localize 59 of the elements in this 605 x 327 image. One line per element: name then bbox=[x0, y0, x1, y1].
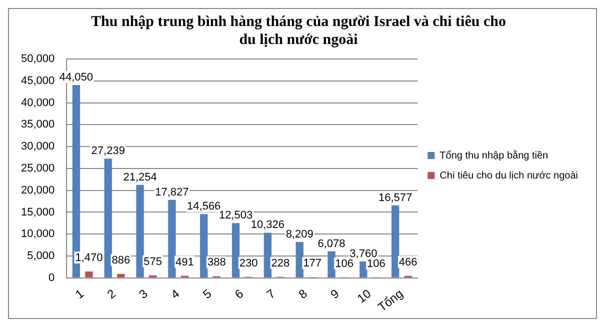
data-label: 388 bbox=[207, 256, 226, 269]
data-label: 1,470 bbox=[75, 252, 103, 264]
data-label: 575 bbox=[144, 256, 162, 268]
data-label: 228 bbox=[271, 257, 290, 270]
y-tick-label: 0 bbox=[48, 272, 55, 284]
bar bbox=[232, 223, 240, 278]
x-tick-label: 7 bbox=[264, 286, 278, 302]
bar bbox=[104, 158, 112, 278]
data-label: 177 bbox=[303, 258, 322, 270]
x-tick-label: 9 bbox=[328, 286, 342, 302]
x-tick-label: 5 bbox=[200, 286, 214, 302]
bar bbox=[117, 274, 125, 278]
bar bbox=[392, 205, 400, 278]
data-label: 14,566 bbox=[187, 200, 221, 213]
bar bbox=[85, 271, 93, 278]
bar bbox=[296, 242, 304, 278]
bar bbox=[360, 261, 368, 278]
x-tick-label: 4 bbox=[168, 286, 182, 302]
data-label: 21,254 bbox=[123, 171, 157, 184]
x-tick-label: 1 bbox=[72, 286, 87, 302]
data-label: 12,503 bbox=[218, 210, 253, 222]
bar bbox=[168, 200, 176, 278]
x-tick-label: 8 bbox=[296, 286, 310, 302]
x-tick-label: Tổng bbox=[375, 286, 406, 314]
data-label: 106 bbox=[335, 258, 354, 270]
data-label: 6,078 bbox=[318, 238, 346, 250]
y-tick-label: 25,000 bbox=[20, 162, 55, 174]
y-tick-label: 10,000 bbox=[20, 228, 55, 240]
bar bbox=[136, 184, 144, 278]
y-tick-label: 40,000 bbox=[20, 96, 55, 109]
data-label: 230 bbox=[239, 257, 258, 270]
legend-label: Tổng thu nhập bằng tiền bbox=[440, 149, 548, 162]
y-tick-label: 50,000 bbox=[20, 53, 55, 66]
data-label: 3,760 bbox=[350, 248, 378, 260]
x-tick-label: 2 bbox=[104, 286, 119, 302]
data-label: 491 bbox=[176, 256, 194, 268]
legend-label: Chi tiêu cho du lịch nước ngoài bbox=[440, 170, 578, 182]
data-label: 16,577 bbox=[378, 192, 412, 204]
y-tick-label: 15,000 bbox=[20, 206, 55, 218]
y-tick-label: 45,000 bbox=[20, 74, 55, 87]
data-label: 8,209 bbox=[286, 228, 314, 240]
data-label: 466 bbox=[398, 256, 418, 268]
data-label: 886 bbox=[112, 254, 130, 267]
x-tick-label: 10 bbox=[354, 286, 374, 306]
data-label: 44,050 bbox=[59, 72, 94, 84]
y-tick-label: 20,000 bbox=[20, 184, 55, 196]
x-tick-label: 3 bbox=[136, 286, 151, 302]
chart-title: Thu nhập trung bình hàng tháng của người Israel và chi tiêu cho du lịch nước ngoài bbox=[91, 14, 506, 48]
bar bbox=[328, 251, 336, 278]
y-tick-label: 5,000 bbox=[27, 250, 55, 262]
data-label: 27,239 bbox=[91, 145, 125, 158]
y-tick-label: 30,000 bbox=[20, 140, 55, 153]
data-label: 17,827 bbox=[155, 186, 189, 198]
bar bbox=[264, 232, 272, 278]
x-tick-label: 6 bbox=[232, 286, 246, 302]
data-label: 106 bbox=[367, 258, 386, 270]
data-label: 10,326 bbox=[250, 219, 285, 232]
bar bbox=[200, 214, 208, 278]
y-tick-label: 35,000 bbox=[20, 118, 55, 131]
